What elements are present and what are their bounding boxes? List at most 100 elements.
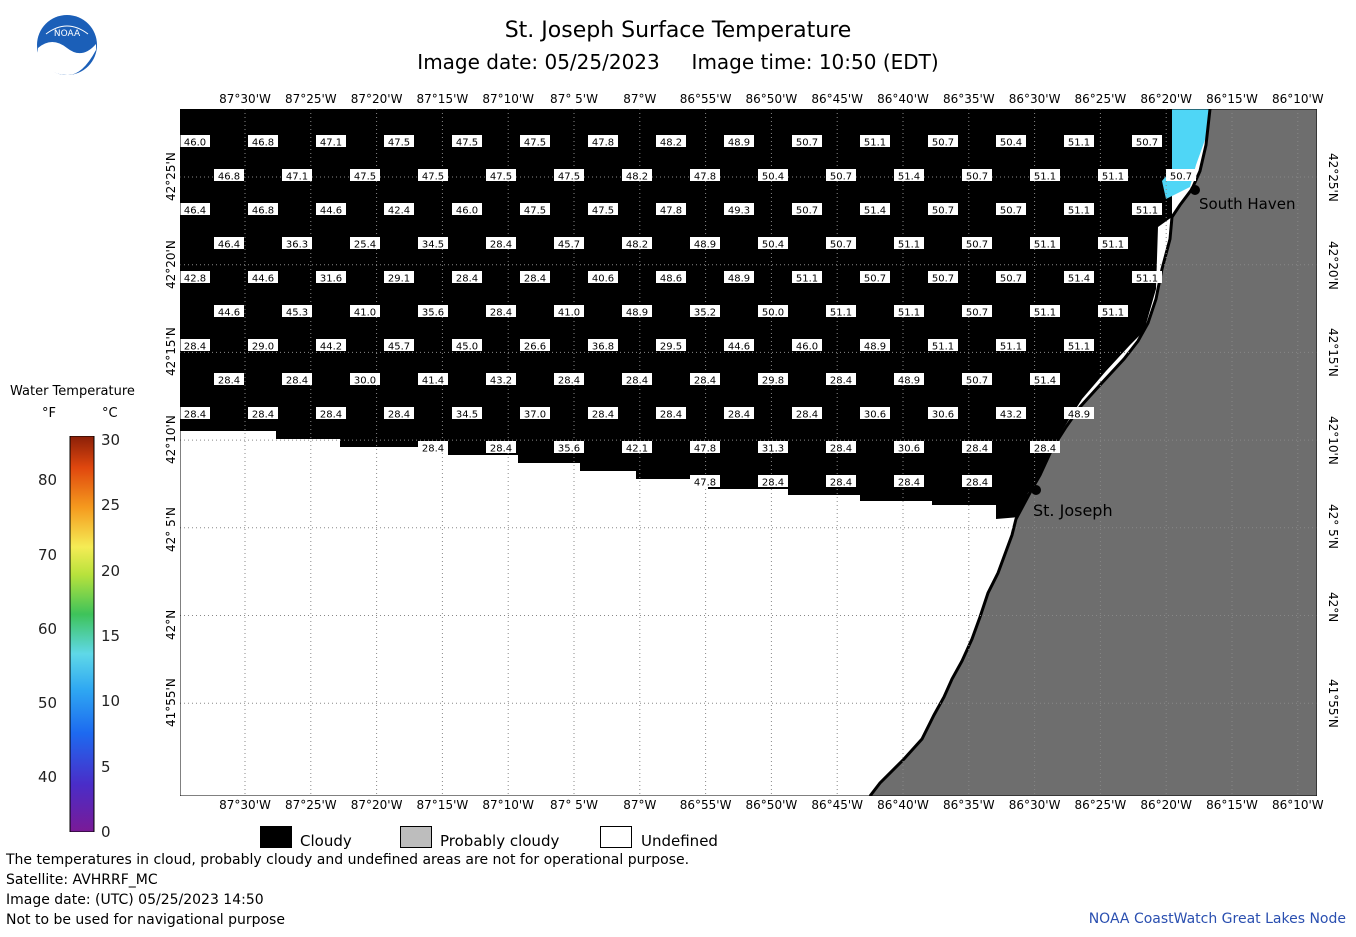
svg-text:50.4: 50.4 — [1000, 138, 1022, 149]
temp-value: 47.5 — [588, 203, 618, 217]
temp-value: 28.4 — [520, 271, 550, 285]
svg-text:28.4: 28.4 — [898, 478, 920, 489]
key-undefined-swatch — [600, 826, 632, 848]
temp-value: 51.1 — [826, 305, 856, 319]
svg-text:51.1: 51.1 — [932, 342, 954, 353]
lon-label: 87°30'W — [219, 92, 271, 106]
lon-label: 87°10'W — [482, 92, 535, 106]
temp-value: 51.1 — [1098, 237, 1128, 251]
temp-value: 48.2 — [622, 237, 652, 251]
svg-text:28.4: 28.4 — [422, 444, 444, 455]
temp-value: 46.0 — [180, 135, 210, 149]
temp-value: 50.7 — [1166, 169, 1196, 183]
temp-value: 49.3 — [724, 203, 754, 217]
lat-label: 42°N — [1326, 591, 1340, 622]
lon-label: 86°25'W — [1074, 92, 1127, 106]
temp-value: 47.8 — [656, 203, 686, 217]
temp-value: 28.4 — [180, 407, 210, 421]
temp-value: 47.1 — [316, 135, 346, 149]
temp-value: 46.8 — [248, 203, 278, 217]
svg-text:46.0: 46.0 — [456, 206, 478, 217]
temp-value: 28.4 — [486, 305, 516, 319]
svg-text:51.1: 51.1 — [1102, 172, 1124, 183]
lon-label: 87°W — [623, 798, 657, 812]
temp-value: 51.4 — [894, 169, 924, 183]
temp-value: 50.7 — [962, 305, 992, 319]
svg-text:51.4: 51.4 — [864, 206, 886, 217]
svg-text:41.0: 41.0 — [558, 308, 580, 319]
lon-label: 86°20'W — [1140, 798, 1193, 812]
temp-value: 50.7 — [962, 169, 992, 183]
temp-value: 41.4 — [418, 373, 448, 387]
svg-text:51.1: 51.1 — [898, 308, 920, 319]
svg-text:47.8: 47.8 — [660, 206, 682, 217]
temp-value: 35.6 — [418, 305, 448, 319]
svg-text:34.5: 34.5 — [422, 240, 444, 251]
key-cloudy-label: Cloudy — [300, 832, 352, 850]
svg-text:48.9: 48.9 — [898, 376, 920, 387]
lon-label: 86°25'W — [1074, 798, 1127, 812]
svg-text:28.4: 28.4 — [490, 444, 512, 455]
fahrenheit-tick: 60 — [38, 620, 58, 638]
lon-label: 86°35'W — [942, 92, 995, 106]
temp-value: 48.9 — [724, 135, 754, 149]
svg-text:50.7: 50.7 — [830, 172, 852, 183]
temp-value: 31.3 — [758, 441, 788, 455]
temp-value: 28.4 — [826, 441, 856, 455]
legend-title: Water Temperature — [10, 384, 135, 399]
svg-text:50.7: 50.7 — [966, 240, 988, 251]
credit-link[interactable]: NOAA CoastWatch Great Lakes Node — [1088, 911, 1346, 927]
svg-text:46.8: 46.8 — [252, 138, 274, 149]
temp-value: 29.8 — [758, 373, 788, 387]
svg-text:46.4: 46.4 — [218, 240, 240, 251]
temp-value: 44.2 — [316, 339, 346, 353]
svg-text:51.1: 51.1 — [1068, 138, 1090, 149]
svg-text:48.9: 48.9 — [728, 274, 750, 285]
temp-value: 50.7 — [860, 271, 890, 285]
temp-value: 46.4 — [180, 203, 210, 217]
temp-value: 44.6 — [214, 305, 244, 319]
temp-value: 46.8 — [214, 169, 244, 183]
temp-value: 50.7 — [826, 169, 856, 183]
svg-text:48.9: 48.9 — [864, 342, 886, 353]
svg-text:50.7: 50.7 — [796, 206, 818, 217]
svg-text:28.4: 28.4 — [456, 274, 478, 285]
lon-label: 86°45'W — [811, 798, 864, 812]
svg-text:50.7: 50.7 — [932, 206, 954, 217]
image-datetime: Image date: 05/25/2023 Image time: 10:50… — [417, 50, 939, 74]
svg-text:47.5: 47.5 — [558, 172, 580, 183]
svg-text:28.4: 28.4 — [728, 410, 750, 421]
svg-text:28.4: 28.4 — [830, 478, 852, 489]
svg-text:51.1: 51.1 — [1136, 274, 1158, 285]
celsius-tick: 25 — [101, 496, 121, 515]
svg-text:45.3: 45.3 — [286, 308, 308, 319]
temp-value: 35.6 — [554, 441, 584, 455]
svg-text:28.4: 28.4 — [830, 444, 852, 455]
temp-value: 44.6 — [248, 271, 278, 285]
lon-label: 86°55'W — [679, 92, 732, 106]
temp-value: 50.4 — [996, 135, 1026, 149]
lat-label: 42° 5'N — [1326, 503, 1340, 549]
svg-text:48.9: 48.9 — [626, 308, 648, 319]
lon-label: 87°15'W — [416, 798, 469, 812]
svg-text:46.0: 46.0 — [184, 138, 206, 149]
svg-text:50.7: 50.7 — [864, 274, 886, 285]
svg-text:51.1: 51.1 — [898, 240, 920, 251]
temp-value: 40.6 — [588, 271, 618, 285]
temp-value: 31.6 — [316, 271, 346, 285]
svg-text:47.8: 47.8 — [694, 444, 716, 455]
svg-text:28.4: 28.4 — [1034, 444, 1056, 455]
temp-value: 29.1 — [384, 271, 414, 285]
temp-value: 26.6 — [520, 339, 550, 353]
lon-label: 87°20'W — [350, 798, 403, 812]
temp-value: 47.8 — [690, 475, 720, 489]
graticule — [180, 109, 1317, 796]
svg-text:47.5: 47.5 — [354, 172, 376, 183]
temp-value: 51.1 — [1132, 203, 1162, 217]
lon-label: 86°50'W — [745, 798, 798, 812]
lon-label: 87° 5'W — [550, 92, 598, 106]
temp-value: 47.1 — [282, 169, 312, 183]
svg-text:50.7: 50.7 — [796, 138, 818, 149]
svg-text:50.4: 50.4 — [762, 240, 784, 251]
svg-text:47.8: 47.8 — [592, 138, 614, 149]
